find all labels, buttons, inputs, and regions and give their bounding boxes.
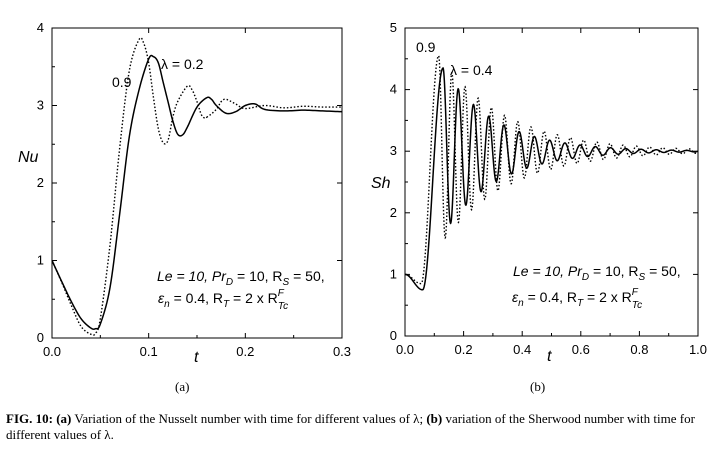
panel-b-axis-ticks: 0.0 0.2 0.4 0.6 0.8 1.0 0 1 2 3 4 5 xyxy=(390,20,707,357)
panel-a-curves xyxy=(51,36,343,336)
caption-fig-label: FIG. 10: xyxy=(6,411,53,426)
panel-a-ytick-label: 2 xyxy=(37,175,44,190)
panel-a-xlabel: t xyxy=(194,349,199,366)
panel-b-params-line2: εn = 0.4, RT = 2 x RF Tc xyxy=(512,287,642,311)
panel-a-ytick-label: 0 xyxy=(37,330,44,345)
panel-a-label: (a) xyxy=(175,379,189,394)
panel-b-dotted-label: 0.9 xyxy=(416,39,436,55)
panel-b-ytick-label: 5 xyxy=(390,20,397,35)
panel-a-lambda-label: λ = 0.2 xyxy=(161,56,204,72)
panel-a-axis-ticks: 0.0 0.1 0.2 0.3 0 1 2 3 4 xyxy=(37,20,351,359)
panel-b-xtick-label: 1.0 xyxy=(689,342,707,357)
panel-b-sherwood: 0.0 0.2 0.4 0.6 0.8 1.0 0 1 2 3 4 5 Sh t λ = 0.4 0.… xyxy=(371,20,707,394)
panel-a-ytick-label: 4 xyxy=(37,20,44,35)
panel-b-ylabel: Sh xyxy=(371,175,391,192)
panel-a-xtick-label: 0.0 xyxy=(43,344,61,359)
figure-caption: FIG. 10: (a) Variation of the Nusselt nu… xyxy=(6,411,722,443)
caption-b-label: (b) xyxy=(426,411,443,426)
panel-b-lambda-label: λ = 0.4 xyxy=(450,62,493,78)
panel-b-xtick-label: 0.0 xyxy=(396,342,414,357)
panel-b-xtick-label: 0.4 xyxy=(513,342,531,357)
panel-a-ylabel: Nu xyxy=(18,149,39,166)
caption-a-label: (a) xyxy=(56,411,72,426)
panel-a-solid-curve xyxy=(51,54,343,330)
panel-a-xtick-label: 0.3 xyxy=(333,344,351,359)
panel-b-xlabel: t xyxy=(547,348,552,365)
panel-a-nusselt: 0.0 0.1 0.2 0.3 0 1 2 3 4 Nu t λ = 0.2 0.9 Le = … xyxy=(18,20,351,394)
panel-b-ytick-label: 4 xyxy=(390,82,397,97)
panel-b-curves xyxy=(404,54,699,291)
panel-b-dotted-curve xyxy=(405,54,699,285)
caption-a-text: Variation of the Nusselt number with tim… xyxy=(71,411,427,426)
panel-a-xtick-label: 0.2 xyxy=(236,344,254,359)
panel-a-dotted-label: 0.9 xyxy=(112,74,132,90)
panel-a-params-line1: Le = 10, PrD = 10, RS = 50, xyxy=(157,268,325,288)
panel-b-params-line1: Le = 10, PrD = 10, RS = 50, xyxy=(513,263,681,283)
panel-a-dotted-curve xyxy=(51,36,342,336)
panel-b-solid-curve xyxy=(404,67,699,291)
panel-a-ytick-label: 3 xyxy=(37,98,44,113)
panel-b-xtick-label: 0.8 xyxy=(630,342,648,357)
panel-b-xtick-label: 0.2 xyxy=(455,342,473,357)
panel-b-ytick-label: 1 xyxy=(390,266,397,281)
panel-a-params-line2: εn = 0.4, RT = 2 x RF Tc xyxy=(158,288,288,312)
caption-b-text: variation of the Sherwood number with ti… xyxy=(6,411,695,442)
figure-canvas: 0.0 0.1 0.2 0.3 0 1 2 3 4 Nu t λ = 0.2 0.9 Le = … xyxy=(18,20,707,394)
panel-b-ytick-label: 3 xyxy=(390,143,397,158)
panel-a-xtick-label: 0.1 xyxy=(140,344,158,359)
panel-b-xtick-label: 0.6 xyxy=(572,342,590,357)
panel-b-label: (b) xyxy=(530,379,545,394)
panel-a-ytick-label: 1 xyxy=(37,253,44,268)
panel-b-ytick-label: 0 xyxy=(390,328,397,343)
panel-b-ytick-label: 2 xyxy=(390,205,397,220)
